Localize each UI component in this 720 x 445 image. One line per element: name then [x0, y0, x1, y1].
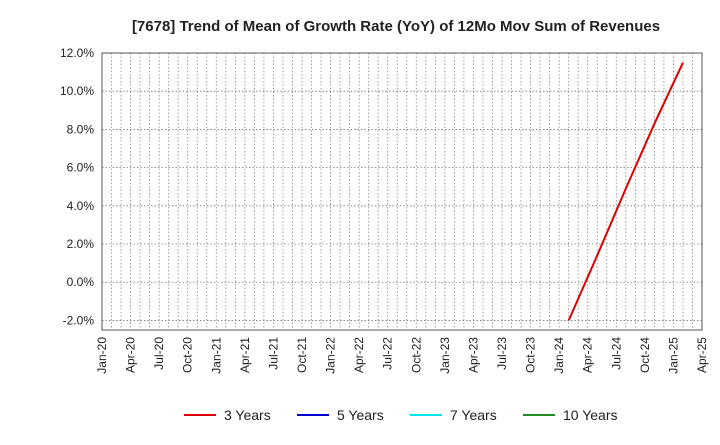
- x-tick-label: Jul-21: [266, 337, 280, 370]
- x-tick-label: Oct-24: [638, 337, 652, 373]
- y-tick-label: 12.0%: [60, 46, 94, 60]
- grid-lines: [102, 52, 702, 330]
- legend-label: 7 Years: [450, 407, 497, 423]
- y-tick-label: 6.0%: [67, 161, 95, 175]
- x-tick-label: Apr-23: [466, 337, 480, 373]
- x-tick-label: Jul-24: [609, 337, 623, 370]
- x-tick-label: Apr-20: [124, 337, 138, 373]
- legend-label: 10 Years: [563, 407, 618, 423]
- x-tick-label: Oct-21: [295, 337, 309, 373]
- legend: 3 Years 5 Years 7 Years 10 Years: [184, 407, 618, 423]
- y-tick-label: 2.0%: [67, 237, 95, 251]
- x-tick-label: Apr-25: [695, 337, 709, 373]
- x-tick-label: Oct-20: [181, 337, 195, 373]
- y-tick-label: -2.0%: [63, 313, 95, 327]
- legend-label: 3 Years: [224, 407, 271, 423]
- series-lines: [567, 62, 684, 321]
- y-tick-label: 0.0%: [67, 275, 95, 289]
- legend-label: 5 Years: [337, 407, 384, 423]
- x-tick-label: Oct-23: [524, 337, 538, 373]
- x-tick-label: Apr-21: [238, 337, 252, 373]
- x-tick-label: Jan-25: [666, 337, 680, 374]
- x-tick-label: Apr-22: [352, 337, 366, 373]
- x-tick-label: Jan-22: [324, 337, 338, 374]
- x-tick-label: Jan-20: [95, 337, 109, 374]
- x-tick-label: Jan-23: [438, 337, 452, 374]
- x-tick-label: Jul-20: [152, 337, 166, 370]
- x-tick-label: Oct-22: [409, 337, 423, 373]
- x-tick-label: Apr-24: [581, 337, 595, 373]
- x-tick-label: Jul-22: [381, 337, 395, 370]
- y-axis: 12.0% 10.0% 8.0% 6.0% 4.0% 2.0% 0.0% -2.0%: [60, 46, 94, 327]
- x-tick-label: Jan-24: [552, 337, 566, 374]
- x-tick-label: Jul-23: [495, 337, 509, 370]
- x-axis: Jan-20 Apr-20 Jul-20 Oct-20 Jan-21 Apr-21 Jul-…: [95, 337, 709, 374]
- y-tick-label: 4.0%: [67, 199, 95, 213]
- y-tick-label: 8.0%: [67, 122, 95, 136]
- x-tick-label: Jan-21: [209, 337, 223, 374]
- y-tick-label: 10.0%: [60, 84, 94, 98]
- series-line-3-years: [567, 62, 684, 321]
- plot-frame: [101, 52, 703, 331]
- chart-title: [7678] Trend of Mean of Growth Rate (YoY…: [132, 18, 660, 35]
